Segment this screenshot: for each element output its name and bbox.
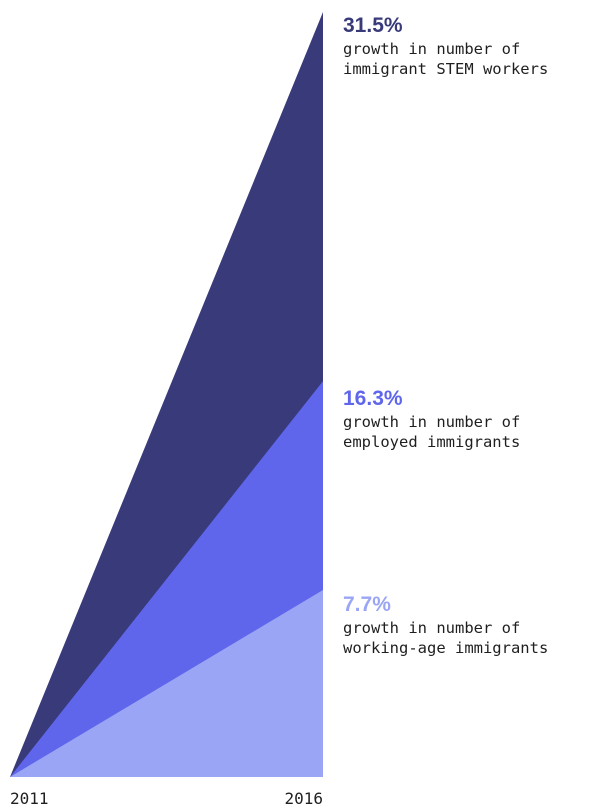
chart-areas (10, 12, 323, 777)
label-employed: 16.3% growth in number of employed immig… (343, 387, 520, 451)
label-working-age: 7.7% growth in number of working-age imm… (343, 593, 548, 657)
stem-growth-value: 31.5% (343, 14, 403, 37)
working-age-growth-desc-line1: growth in number of (343, 619, 520, 637)
label-stem: 31.5% growth in number of immigrant STEM… (343, 14, 548, 78)
stem-growth-desc-line2: immigrant STEM workers (343, 60, 548, 78)
employed-growth-value: 16.3% (343, 387, 403, 410)
x-tick-end: 2016 (284, 789, 323, 808)
working-age-area (10, 590, 323, 777)
employed-growth-desc-line1: growth in number of (343, 413, 520, 431)
stem-growth-desc-line1: growth in number of (343, 40, 520, 58)
employed-growth-desc-line2: employed immigrants (343, 433, 520, 451)
x-tick-start: 2011 (10, 789, 49, 808)
working-age-growth-desc-line2: working-age immigrants (343, 639, 548, 657)
working-age-growth-value: 7.7% (343, 593, 391, 616)
